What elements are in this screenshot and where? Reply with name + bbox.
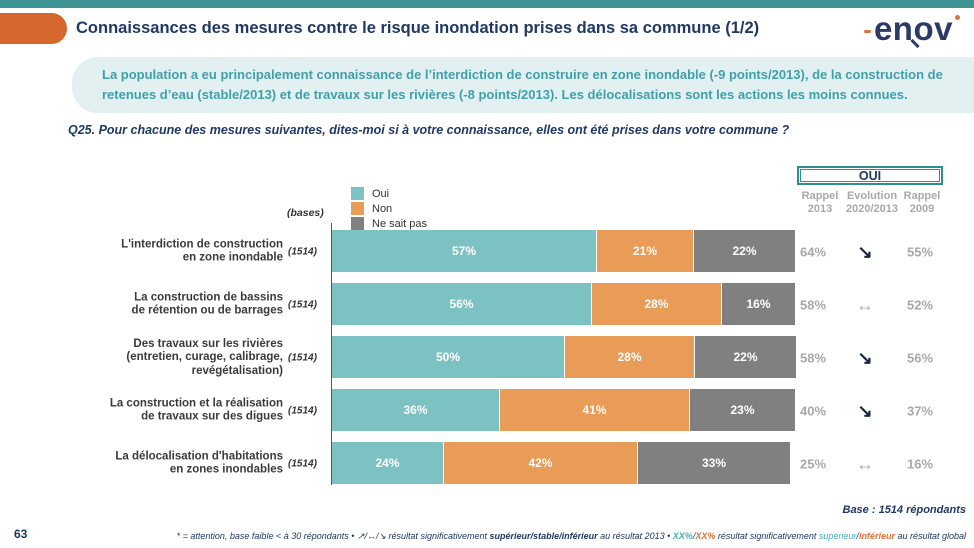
legend-swatch-icon: [351, 217, 364, 230]
footnote-segment: au résultat global: [894, 531, 966, 541]
page-title: Connaissances des mesures contre le risq…: [76, 19, 760, 37]
oui-header-label: OUI: [800, 169, 940, 183]
bases-label: (bases): [287, 207, 324, 219]
bar-segment-oui: 24%: [332, 442, 443, 484]
rappel-2009-value: 56%: [906, 350, 934, 365]
footnote-segment: /: [856, 531, 859, 541]
row-base-count: (1514): [288, 352, 317, 363]
bar-segment-ne-sait-pas: 16%: [721, 283, 795, 325]
row-base-count: (1514): [288, 405, 317, 416]
rappel-2013-value: 25%: [799, 456, 827, 471]
footnote-segment: ↗/↔/↘: [356, 531, 389, 541]
column-header-evolution: Evolution 2020/2013: [846, 190, 898, 215]
chart-row: La délocalisation d'habitations en zones…: [0, 437, 974, 490]
row-category-label: La construction et la réalisation de tra…: [109, 397, 283, 423]
rappel-2013-value: 58%: [799, 297, 827, 312]
stacked-bar: 57% 21% 22%: [332, 230, 795, 272]
rappel-2013-value: 40%: [799, 403, 827, 418]
column-header-rappel-2009: Rappel 2009: [903, 190, 941, 215]
enov-logo: enov: [863, 8, 960, 50]
stacked-bar: 56% 28% 16%: [332, 283, 795, 325]
row-category-label: La délocalisation d'habitations en zones…: [115, 450, 283, 476]
row-base-count: (1514): [288, 458, 317, 469]
footnote-segment: inférieur: [858, 531, 895, 541]
bar-segment-oui: 36%: [332, 389, 499, 431]
footnote-segment: résultat significativement: [388, 531, 490, 541]
legend-swatch-icon: [351, 202, 364, 215]
bar-segment-oui: 57%: [332, 230, 596, 272]
logo-dot-icon: [955, 15, 960, 20]
summary-text: La population a eu principalement connai…: [102, 67, 943, 102]
rappel-2009-value: 16%: [906, 456, 934, 471]
bar-segment-non: 28%: [564, 336, 694, 378]
footnote-segment: résultat significativement: [715, 531, 819, 541]
rappel-2013-value: 64%: [799, 244, 827, 259]
bar-segment-oui: 50%: [332, 336, 564, 378]
bar-segment-non: 21%: [596, 230, 693, 272]
bar-segment-ne-sait-pas: 22%: [693, 230, 795, 272]
chart-row: La construction de bassins de rétention …: [0, 278, 974, 331]
row-category-label: Des travaux sur les rivières (entretien,…: [126, 337, 283, 377]
footnote-segment: XX%: [672, 531, 693, 541]
logo-dash-icon: [863, 29, 871, 33]
footnote-segment: XX%: [695, 531, 716, 541]
legend-item: Non: [351, 201, 427, 216]
legend-label: Ne sait pas: [372, 217, 428, 230]
evolution-arrow-icon: ↘: [857, 400, 873, 421]
row-base-count: (1514): [288, 246, 317, 257]
top-accent-bar: [0, 0, 974, 8]
chart-row: Des travaux sur les rivières (entretien,…: [0, 331, 974, 384]
chart-row: L'interdiction de construction en zone i…: [0, 225, 974, 278]
column-header-rappel-2013: Rappel 2013: [801, 190, 839, 215]
stacked-bar: 36% 41% 23%: [332, 389, 795, 431]
footnote-segment: /: [692, 531, 696, 541]
logo-text: enov: [873, 10, 953, 47]
rappel-2013-value: 58%: [799, 350, 827, 365]
row-category-label: L'interdiction de construction en zone i…: [121, 238, 283, 264]
header-accent-shape: [0, 13, 67, 44]
footnote-segment: supérieur: [818, 531, 857, 541]
bar-segment-non: 41%: [499, 389, 689, 431]
legend-swatch-icon: [351, 187, 364, 200]
oui-header-box: OUI: [797, 166, 943, 185]
chart-axis-line: [331, 223, 332, 485]
rappel-2009-value: 37%: [906, 403, 934, 418]
base-note: Base : 1514 répondants: [842, 504, 967, 516]
bar-segment-ne-sait-pas: 33%: [637, 442, 790, 484]
evolution-arrow-icon: ↘: [857, 347, 873, 368]
legend-item: Oui: [351, 186, 427, 201]
rappel-2009-value: 52%: [906, 297, 934, 312]
footnote: * = attention, base faible < à 30 répond…: [177, 531, 966, 542]
legend-label: Oui: [372, 187, 390, 200]
bar-segment-ne-sait-pas: 23%: [689, 389, 795, 431]
bar-segment-oui: 56%: [332, 283, 591, 325]
chart-rows: L'interdiction de construction en zone i…: [0, 225, 974, 490]
footnote-segment: au résultat 2013 •: [597, 531, 673, 541]
stacked-bar: 50% 28% 22%: [332, 336, 796, 378]
bar-segment-ne-sait-pas: 22%: [694, 336, 796, 378]
rappel-2009-value: 55%: [906, 244, 934, 259]
evolution-arrow-icon: ↔: [856, 453, 874, 474]
question-text: Q25. Pour chacune des mesures suivantes,…: [68, 123, 790, 137]
stacked-bar: 24% 42% 33%: [332, 442, 790, 484]
summary-callout: La population a eu principalement connai…: [72, 57, 974, 113]
evolution-arrow-icon: ↘: [857, 241, 873, 262]
bar-segment-non: 28%: [591, 283, 721, 325]
row-base-count: (1514): [288, 299, 317, 310]
bar-segment-non: 42%: [443, 442, 637, 484]
row-category-label: La construction de bassins de rétention …: [131, 291, 283, 317]
footnote-segment: * = attention, base faible < à 30 répond…: [176, 531, 357, 541]
magnifier-o-icon: o: [913, 10, 935, 47]
recall-column-headers: Rappel 2013 Evolution 2020/2013 Rappel 2…: [797, 190, 943, 215]
chart-legend: Oui Non Ne sait pas: [351, 186, 427, 231]
page-number: 63: [14, 527, 28, 541]
evolution-arrow-icon: ↔: [856, 294, 874, 315]
footnote-segment: supérieur/stable/inférieur: [489, 531, 598, 541]
legend-label: Non: [372, 202, 393, 215]
chart-row: La construction et la réalisation de tra…: [0, 384, 974, 437]
legend-item: Ne sait pas: [351, 216, 427, 231]
